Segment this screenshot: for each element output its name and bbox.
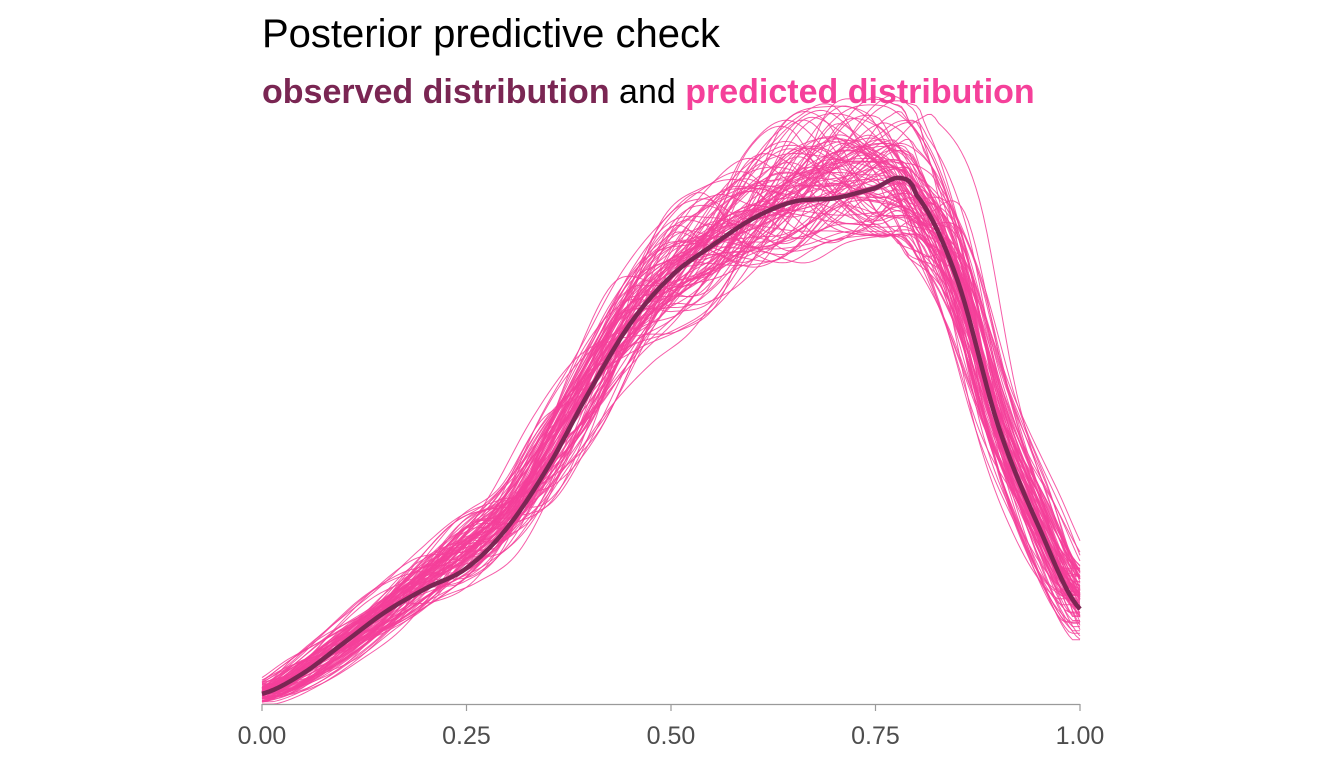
observed-series [261,175,1082,696]
x-tick-label: 1.00 [1056,722,1105,750]
x-tick-label: 0.75 [851,722,900,750]
predicted-draw-line [261,171,1080,687]
predicted-draw-line [261,158,1081,692]
predicted-draw-line [261,162,1081,693]
observed-line [261,175,1082,696]
x-tick-label: 0.50 [647,722,696,750]
predicted-draw-line [262,121,1081,693]
predicted-draw-line [261,98,1080,690]
x-axis: 0.00 0.25 0.50 0.75 1.00 [238,703,1105,750]
predicted-draw-line [261,96,1080,689]
chart-subtitle: observed distribution and predicted dist… [262,73,1035,112]
predicted-draw-line [262,199,1081,701]
subtitle-connector: and [619,73,676,111]
x-tick-label: 0.25 [442,722,491,750]
predicted-draw-line [261,148,1080,689]
predicted-draw-line [261,147,1080,683]
chart-title: Posterior predictive check [262,12,720,56]
predicted-draw-line [261,109,1080,679]
predicted-draw-line [261,103,1081,685]
predicted-draw-line [261,139,1080,683]
predicted-draw-line [261,159,1081,702]
subtitle-observed-label: observed distribution [262,73,610,111]
x-tick-label: 0.00 [238,722,287,750]
